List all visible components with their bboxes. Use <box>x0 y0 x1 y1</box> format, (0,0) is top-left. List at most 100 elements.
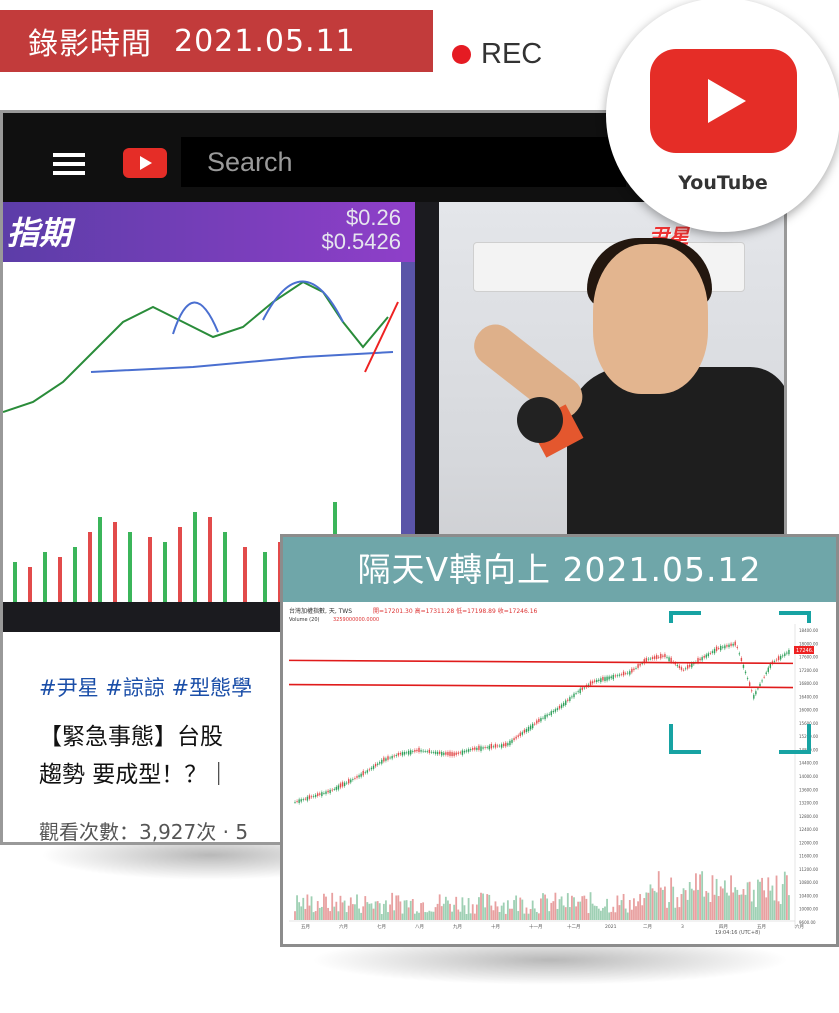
candle-body <box>424 751 426 752</box>
candle-body <box>701 657 703 661</box>
candle-body <box>341 782 344 787</box>
candle-body <box>486 747 488 748</box>
candle-body <box>451 752 453 757</box>
candle-body <box>565 700 567 706</box>
menu-icon[interactable] <box>53 153 85 180</box>
volume-bar <box>316 901 319 920</box>
youtube-logo-icon[interactable] <box>123 148 167 178</box>
candle-body <box>401 752 404 756</box>
volume-bar <box>405 900 408 920</box>
y-tick-label: 10800.00 <box>799 880 819 885</box>
candle-body <box>740 658 743 662</box>
candle-body <box>310 796 313 798</box>
candle-body <box>498 745 501 747</box>
volume-bar <box>399 901 402 920</box>
x-tick-label: 3 <box>681 924 684 930</box>
video-player[interactable]: 指期 $0.26 $0.5426 <box>3 202 784 632</box>
volume-bar <box>604 906 606 920</box>
volume-bar <box>537 913 540 920</box>
candle-body <box>482 747 484 749</box>
candle-body <box>707 653 710 657</box>
candle-body <box>410 750 412 755</box>
volume-bar <box>610 911 613 920</box>
v-turn-bracket <box>669 611 811 754</box>
video-title[interactable]: 【緊急事態】台股 趨勢 要成型！？｜ <box>39 718 230 794</box>
candle-body <box>757 688 759 690</box>
y-tick-label: 17600.00 <box>799 655 819 660</box>
candle-body <box>383 757 385 762</box>
volume-bar <box>769 890 772 920</box>
volume-bar <box>728 895 730 920</box>
candle-body <box>360 773 362 777</box>
volume-bar <box>459 911 462 920</box>
volume-bar <box>754 907 757 920</box>
volume-bar <box>697 889 699 920</box>
tradingview-chart: 台灣加權指數, 天, TWS 開=17201.30 高=17311.28 低=1… <box>283 602 836 944</box>
volume-bar <box>589 892 592 920</box>
candle-body <box>581 687 583 690</box>
candle-body <box>631 668 633 673</box>
candle-body <box>624 673 627 675</box>
volume-bar <box>583 895 586 920</box>
volume-bar <box>294 911 296 920</box>
x-tick-label: 九月 <box>453 923 462 930</box>
candle-body <box>697 658 699 663</box>
volume-bar <box>773 900 776 920</box>
volume-bar <box>637 901 639 920</box>
volume-bar <box>442 903 445 920</box>
volume-bar <box>715 878 718 920</box>
rec-dot-icon <box>452 45 471 64</box>
candle-body <box>680 667 683 670</box>
volume-bar <box>577 901 580 920</box>
candle-body <box>711 651 714 653</box>
volume-bar <box>703 896 706 920</box>
candle-body <box>546 714 548 717</box>
candle-body <box>600 678 602 683</box>
volume-bar <box>504 913 507 920</box>
candle-body <box>374 763 377 767</box>
volume-bar <box>306 894 309 920</box>
candle-body <box>571 696 573 698</box>
volume-bar <box>620 900 623 920</box>
volume-bar <box>463 905 466 920</box>
candle-body <box>447 751 449 756</box>
volume-bar <box>757 879 759 920</box>
volume-bar <box>395 895 398 920</box>
volume-bar <box>680 894 683 920</box>
volume-bar <box>416 911 418 920</box>
rec-indicator: REC <box>452 38 542 71</box>
candle-body <box>620 674 623 676</box>
volume-bar <box>612 906 615 920</box>
candle-body <box>612 674 614 680</box>
candle-body <box>339 783 342 788</box>
candle-body <box>505 742 507 747</box>
volume-bar <box>779 904 782 920</box>
candle-body <box>670 657 672 663</box>
candle-body <box>664 654 666 658</box>
volume-bar <box>325 896 327 920</box>
volume-bar <box>544 894 546 920</box>
candle-body <box>391 756 393 759</box>
volume-bar <box>366 902 369 920</box>
volume-bar <box>298 902 301 920</box>
candle-body <box>596 679 598 683</box>
volume-bar <box>690 888 693 920</box>
microphone-icon <box>517 397 563 443</box>
search-input[interactable]: Search <box>181 137 626 187</box>
candle-body <box>455 752 457 755</box>
candle-body <box>655 655 658 659</box>
volume-bar <box>422 902 425 920</box>
candle-body <box>552 710 555 713</box>
volume-bar <box>585 898 588 920</box>
volume-bar <box>436 903 439 920</box>
volume-bar <box>498 911 501 920</box>
volume-bar <box>752 889 755 920</box>
video-hashtags[interactable]: #尹星 #諒諒 #型態學 <box>39 676 253 700</box>
candle-body <box>627 672 629 674</box>
volume-bar <box>304 908 307 920</box>
x-tick-label: 二月 <box>643 924 652 930</box>
volume-bar <box>310 896 313 920</box>
volume-bar <box>711 875 714 920</box>
candle-body <box>432 752 435 753</box>
candle-body <box>538 718 540 722</box>
